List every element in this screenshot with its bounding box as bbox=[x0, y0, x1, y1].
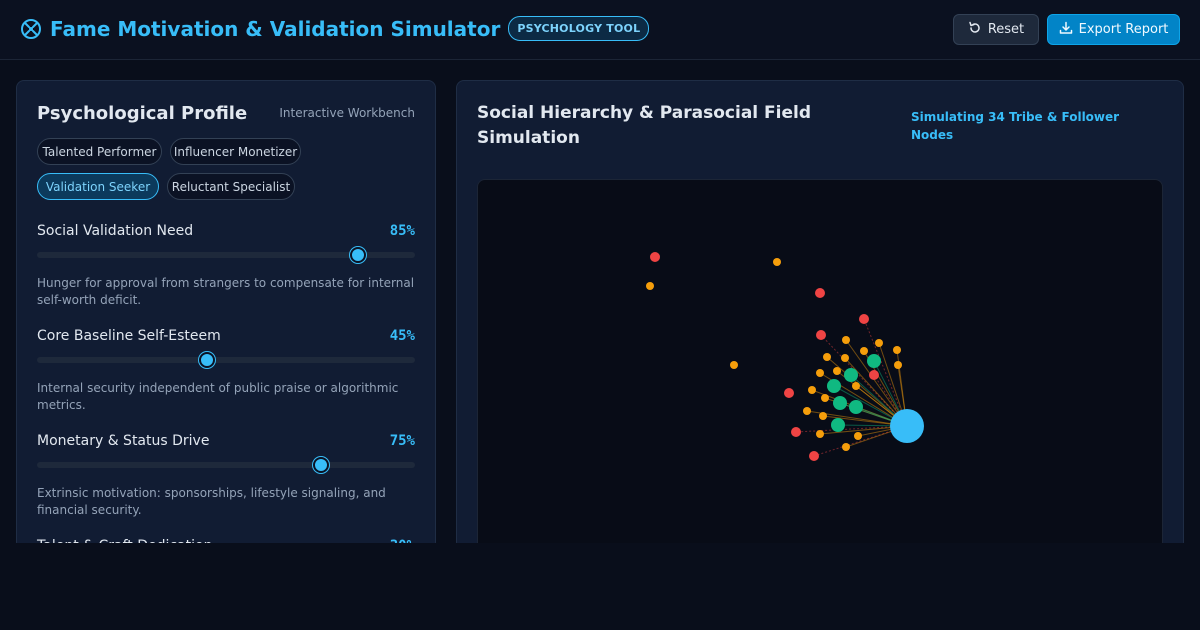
follower-node bbox=[821, 394, 829, 402]
follower-node bbox=[819, 412, 827, 420]
follower-node bbox=[893, 346, 901, 354]
simulation-node-count: Simulating 34 Tribe & Follower Nodes bbox=[911, 110, 1120, 142]
top-bar: Fame Motivation & Validation Simulator P… bbox=[0, 0, 1200, 60]
slider-track[interactable] bbox=[37, 457, 415, 473]
follower-node bbox=[894, 361, 902, 369]
tribe-node bbox=[827, 379, 841, 393]
slider-track[interactable] bbox=[37, 352, 415, 368]
follower-node bbox=[730, 361, 738, 369]
hater-node bbox=[869, 370, 879, 380]
preset-talented-performer[interactable]: Talented Performer bbox=[37, 138, 162, 165]
connection-edge bbox=[863, 318, 908, 427]
preset-validation-seeker[interactable]: Validation Seeker bbox=[37, 173, 159, 200]
follower-node bbox=[816, 369, 824, 377]
simulation-title: Social Hierarchy & Parasocial Field Simu… bbox=[477, 103, 812, 148]
hater-node bbox=[784, 388, 794, 398]
slider-description: Internal security independent of public … bbox=[37, 381, 399, 412]
tribe-node bbox=[867, 354, 881, 368]
simulation-panel: Social Hierarchy & Parasocial Field Simu… bbox=[456, 80, 1184, 550]
tribe-node bbox=[831, 418, 845, 432]
slider-description: Extrinsic motivation: sponsorships, life… bbox=[37, 486, 386, 517]
tribe-node bbox=[844, 368, 858, 382]
slider-social-validation: Social Validation Need 85% Hunger for ap… bbox=[37, 223, 415, 323]
download-icon bbox=[1059, 21, 1079, 39]
connection-edge bbox=[820, 334, 908, 427]
follower-node bbox=[773, 258, 781, 266]
slider-thumb[interactable] bbox=[199, 352, 216, 368]
follower-node bbox=[841, 354, 849, 362]
follower-node bbox=[860, 347, 868, 355]
hater-node bbox=[859, 314, 869, 324]
hater-node bbox=[816, 330, 826, 340]
slider-thumb[interactable] bbox=[350, 247, 367, 263]
tribe-node bbox=[833, 396, 847, 410]
follower-node bbox=[842, 336, 850, 344]
hater-node bbox=[809, 451, 819, 461]
slider-label: Social Validation Need bbox=[37, 223, 194, 239]
app-title: Fame Motivation & Validation Simulator bbox=[50, 16, 501, 41]
slider-value: 85% bbox=[389, 223, 415, 239]
follower-node bbox=[808, 386, 816, 394]
follower-node bbox=[816, 430, 824, 438]
connection-edge bbox=[795, 425, 908, 433]
preset-reluctant-specialist[interactable]: Reluctant Specialist bbox=[167, 173, 295, 200]
viewport-cutoff bbox=[0, 543, 1200, 630]
hater-node bbox=[650, 252, 660, 262]
slider-description: Hunger for approval from strangers to co… bbox=[37, 276, 415, 307]
app-badge: PSYCHOLOGY TOOL bbox=[508, 16, 650, 41]
export-report-button[interactable]: Export Report bbox=[1047, 14, 1180, 45]
export-report-button-label: Export Report bbox=[1078, 22, 1169, 37]
brain-network-icon bbox=[20, 18, 42, 40]
connection-edge bbox=[826, 356, 908, 427]
slider-thumb[interactable] bbox=[312, 457, 329, 473]
follower-node bbox=[803, 407, 811, 415]
slider-monetary-drive: Monetary & Status Drive 75% Extrinsic mo… bbox=[37, 433, 415, 533]
slider-label: Monetary & Status Drive bbox=[37, 433, 210, 449]
profile-title: Psychological Profile bbox=[37, 103, 248, 124]
follower-node bbox=[842, 443, 850, 451]
connection-edge bbox=[845, 339, 908, 427]
simulation-canvas[interactable] bbox=[477, 179, 1163, 549]
follower-node bbox=[875, 339, 883, 347]
follower-node bbox=[833, 367, 841, 375]
tribe-node bbox=[849, 400, 863, 414]
brand: Fame Motivation & Validation Simulator P… bbox=[20, 16, 650, 41]
preset-influencer-monetizer[interactable]: Influencer Monetizer bbox=[170, 138, 301, 165]
follower-node bbox=[854, 432, 862, 440]
hater-node bbox=[791, 427, 801, 437]
reset-button[interactable]: Reset bbox=[953, 14, 1039, 45]
profile-panel: Psychological Profile Interactive Workbe… bbox=[16, 80, 436, 550]
follower-node bbox=[646, 282, 654, 290]
slider-value: 75% bbox=[389, 433, 415, 449]
slider-value: 45% bbox=[389, 328, 415, 344]
rotate-ccw-icon bbox=[968, 21, 988, 39]
profile-subtitle: Interactive Workbench bbox=[279, 106, 415, 120]
follower-node bbox=[852, 382, 860, 390]
slider-label: Core Baseline Self-Esteem bbox=[37, 328, 221, 344]
hater-node bbox=[815, 288, 825, 298]
follower-node bbox=[823, 353, 831, 361]
reset-button-label: Reset bbox=[987, 22, 1025, 37]
slider-track[interactable] bbox=[37, 247, 415, 263]
self-center-node bbox=[890, 409, 924, 443]
network-graph bbox=[646, 252, 924, 461]
slider-self-esteem: Core Baseline Self-Esteem 45% Internal s… bbox=[37, 328, 415, 428]
